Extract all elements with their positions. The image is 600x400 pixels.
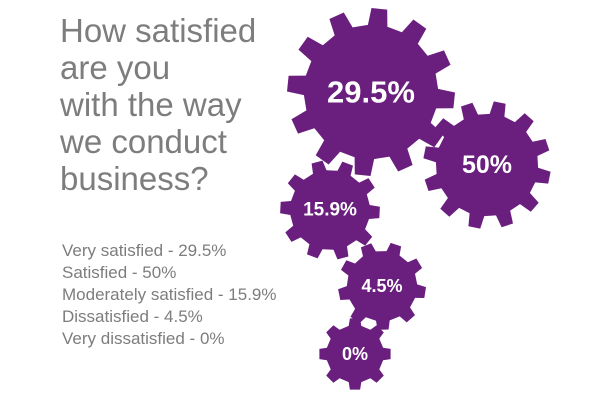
gear-value-label: 29.5% <box>327 75 415 110</box>
gear-shape <box>280 160 380 260</box>
gear-value-label: 0% <box>342 344 368 364</box>
gear-value-label: 50% <box>462 151 512 179</box>
gear-very-satisfied: 29.5% <box>287 8 455 176</box>
legend-item-very-dissatisfied: Very dissatisfied - 0% <box>62 329 225 348</box>
gear-value-label: 15.9% <box>303 200 357 221</box>
gear-shape <box>423 101 551 229</box>
question-title: How satisfied are you with the way we co… <box>60 12 256 197</box>
gear-moderately-satisfied: 15.9% <box>280 160 380 260</box>
question-line: are you <box>60 49 171 86</box>
question-line: How satisfied <box>60 12 257 49</box>
question-line: business? <box>60 160 209 197</box>
gear-shape <box>338 242 426 330</box>
legend-item-dissatisfied: Dissatisfied - 4.5% <box>62 307 203 326</box>
gear-shape <box>319 318 391 390</box>
gear-dissatisfied: 4.5% <box>338 242 426 330</box>
legend-item-very-satisfied: Very satisfied - 29.5% <box>62 241 227 260</box>
gear-value-label: 4.5% <box>361 276 402 296</box>
legend-item-moderately-satisfied: Moderately satisfied - 15.9% <box>62 285 277 304</box>
question-line: with the way <box>60 86 242 123</box>
legend-item-satisfied: Satisfied - 50% <box>62 263 177 282</box>
question-line: we conduct <box>60 123 227 160</box>
legend-list: Very satisfied - 29.5% Satisfied - 50% M… <box>62 240 277 350</box>
gear-satisfied: 50% <box>423 101 551 229</box>
gear-shape <box>287 8 455 176</box>
gear-very-dissatisfied: 0% <box>319 318 391 390</box>
